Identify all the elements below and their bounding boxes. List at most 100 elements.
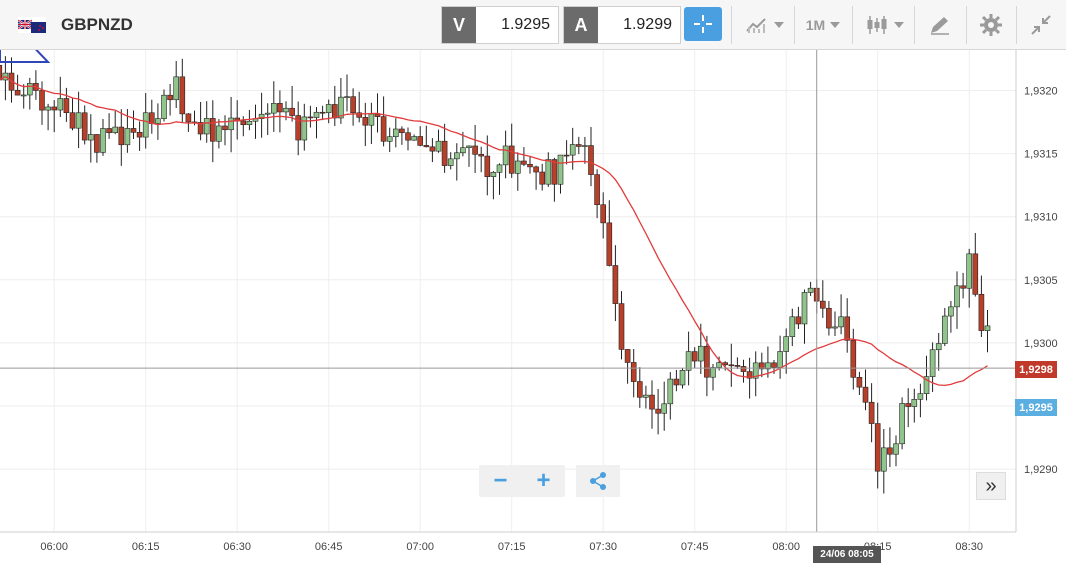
candle-up bbox=[270, 103, 277, 114]
candle-up bbox=[203, 118, 210, 135]
candle-down bbox=[624, 349, 631, 363]
ask-quote[interactable]: A 1.9299 bbox=[563, 6, 681, 44]
candle-up bbox=[966, 253, 973, 289]
crosshair-time-badge: 24/06 08:05 bbox=[813, 546, 881, 563]
zoom-out-button[interactable]: − bbox=[493, 467, 508, 494]
candle-up bbox=[460, 147, 466, 154]
timeframe-label: 1M bbox=[805, 17, 826, 33]
indicators-button[interactable] bbox=[860, 8, 908, 42]
candle-up bbox=[57, 98, 64, 111]
candle-down bbox=[441, 140, 448, 166]
candle-down bbox=[185, 113, 192, 123]
candle-down bbox=[106, 128, 112, 134]
candle-up bbox=[368, 113, 375, 126]
candle-down bbox=[533, 166, 539, 173]
candles-layer bbox=[0, 56, 991, 494]
candle-down bbox=[478, 154, 485, 157]
candle-up bbox=[569, 144, 576, 156]
candle-up bbox=[929, 349, 936, 377]
scroll-to-latest-button[interactable]: » bbox=[976, 472, 1006, 500]
candle-up bbox=[514, 160, 521, 174]
crosshair-button[interactable] bbox=[684, 7, 722, 41]
candle-up bbox=[661, 403, 668, 414]
candle-up bbox=[338, 96, 344, 119]
candle-down bbox=[600, 204, 607, 224]
candle-up bbox=[685, 351, 692, 371]
share-button[interactable] bbox=[576, 465, 620, 497]
candle-up bbox=[301, 116, 308, 141]
candle-down bbox=[399, 128, 405, 134]
candle-down bbox=[874, 423, 881, 472]
candle-up bbox=[45, 106, 51, 111]
candle-up bbox=[667, 378, 674, 405]
candle-down bbox=[51, 106, 58, 111]
candle-down bbox=[527, 164, 533, 168]
candle-down bbox=[655, 408, 661, 414]
price-tick-label: 1,9310 bbox=[1024, 212, 1058, 224]
time-tick-label: 08:00 bbox=[772, 541, 800, 553]
current-price-badge: 1,9298 bbox=[1015, 361, 1057, 378]
zoom-in-button[interactable]: + bbox=[536, 467, 551, 494]
candle-up bbox=[777, 351, 783, 368]
toolbar: GBPNZD V 1.9295 A 1.9299 1M bbox=[0, 0, 1066, 50]
time-axis-labels: 06:00 06:15 06:30 06:45 07:00 07:15 07:30 07:45… bbox=[40, 541, 983, 553]
symbol-label: GBPNZD bbox=[61, 15, 133, 34]
drawing-tools-button[interactable] bbox=[922, 8, 958, 42]
candle-down bbox=[905, 403, 912, 407]
candle-up bbox=[173, 76, 179, 101]
candle-up bbox=[710, 367, 716, 378]
candle-down bbox=[649, 394, 655, 410]
candle-down bbox=[423, 145, 430, 148]
candle-down bbox=[691, 351, 698, 362]
time-tick-label: 06:45 bbox=[315, 541, 343, 553]
candle-up bbox=[697, 345, 704, 362]
trend-drawing-triangle[interactable] bbox=[0, 50, 51, 63]
timeframe-button[interactable]: 1M bbox=[800, 8, 846, 42]
candle-down bbox=[240, 120, 247, 126]
candle-up bbox=[582, 145, 588, 147]
candle-down bbox=[136, 132, 143, 138]
bid-quote[interactable]: V 1.9295 bbox=[441, 6, 559, 44]
candle-up bbox=[954, 285, 960, 308]
settings-button[interactable] bbox=[974, 8, 1008, 42]
candle-down bbox=[130, 128, 137, 133]
chevron-down-icon bbox=[893, 22, 904, 28]
candle-up bbox=[124, 128, 131, 146]
candle-up bbox=[832, 326, 838, 329]
candle-down bbox=[0, 64, 3, 81]
candle-up bbox=[893, 443, 899, 455]
candle-up bbox=[935, 343, 942, 351]
candle-down bbox=[417, 136, 424, 146]
candle-up bbox=[216, 125, 222, 142]
crosshair-icon bbox=[694, 15, 712, 33]
candle-up bbox=[411, 136, 417, 141]
chart-type-button[interactable] bbox=[740, 8, 788, 42]
price-chart[interactable]: 1,9320 1,9315 1,9310 1,9305 1,9300 1,9295 1,92… bbox=[0, 50, 1066, 567]
bid-value: 1.9295 bbox=[501, 16, 550, 33]
price-tick-label: 1,9300 bbox=[1024, 338, 1058, 350]
candle-down bbox=[539, 171, 546, 185]
time-tick-label: 07:30 bbox=[589, 541, 617, 553]
candle-down bbox=[740, 366, 747, 372]
gbp-nzd-flag-icon bbox=[18, 17, 46, 33]
candle-up bbox=[313, 111, 320, 118]
candle-down bbox=[350, 96, 356, 114]
candle-down bbox=[277, 103, 283, 113]
candle-up bbox=[453, 152, 460, 160]
candle-down bbox=[307, 116, 314, 119]
candle-down bbox=[167, 94, 173, 101]
candle-down bbox=[289, 107, 295, 116]
candle-down bbox=[960, 285, 966, 289]
candle-down bbox=[39, 90, 45, 111]
candle-down bbox=[484, 155, 491, 177]
candle-up bbox=[258, 113, 265, 119]
candle-down bbox=[588, 145, 594, 175]
toolbar-separator bbox=[966, 6, 967, 44]
candle-up bbox=[325, 104, 332, 114]
candle-up bbox=[679, 369, 686, 386]
collapse-button[interactable] bbox=[1024, 8, 1058, 42]
candle-up bbox=[789, 316, 796, 337]
candle-up bbox=[155, 118, 161, 124]
candle-up bbox=[26, 83, 33, 96]
